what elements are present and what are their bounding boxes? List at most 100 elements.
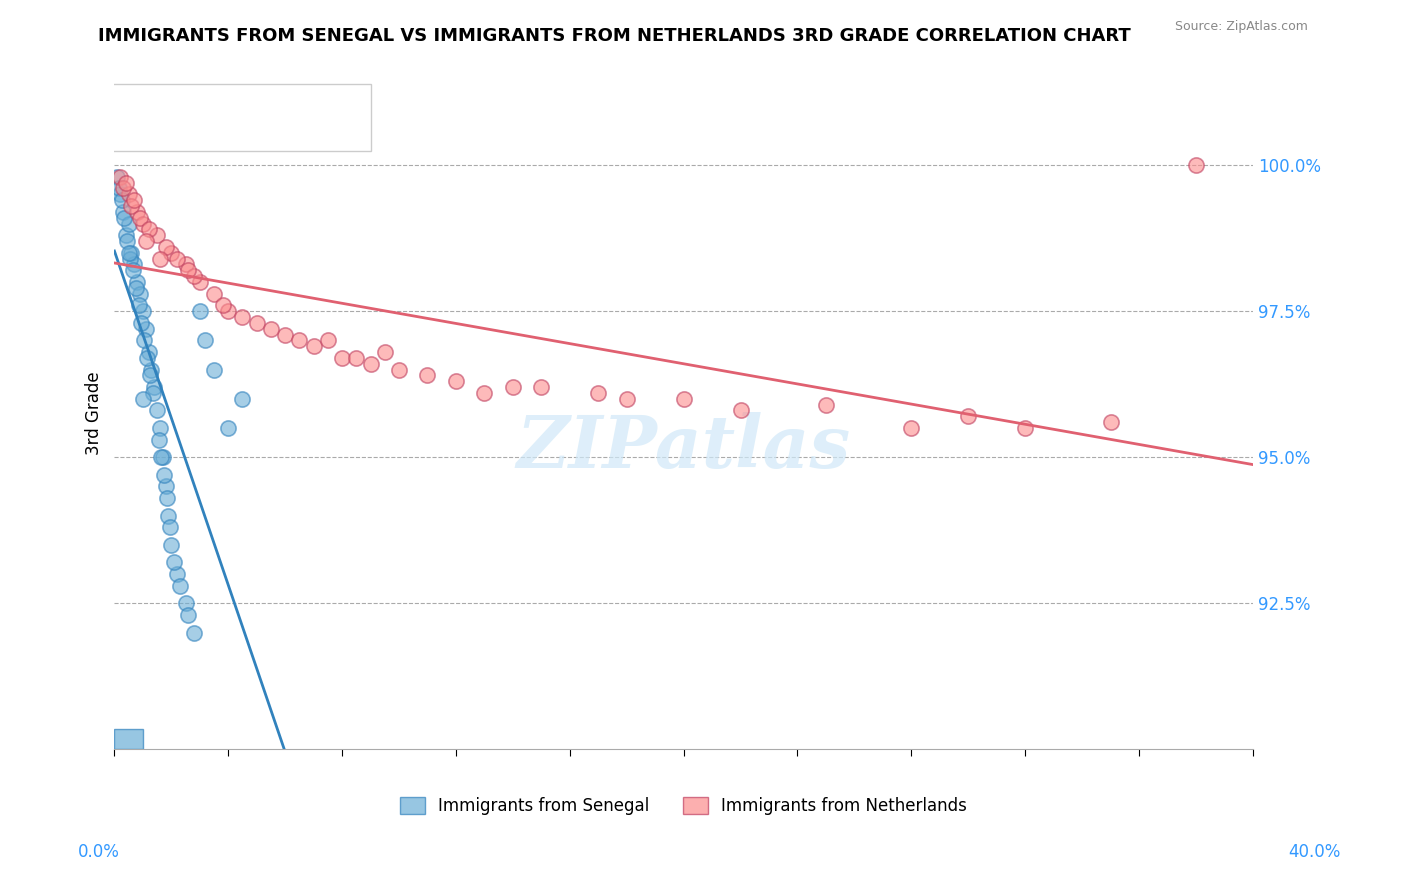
Immigrants from Senegal xyxy=(169,579,191,593)
Immigrants from Senegal xyxy=(188,304,211,318)
Immigrants from Netherlands xyxy=(444,374,467,388)
Immigrants from Netherlands xyxy=(121,199,143,213)
Immigrants from Netherlands xyxy=(586,386,609,401)
Immigrants from Netherlands xyxy=(330,351,353,365)
Immigrants from Netherlands xyxy=(360,357,382,371)
Immigrants from Netherlands xyxy=(1185,158,1208,172)
Immigrants from Senegal xyxy=(177,607,200,622)
Immigrants from Netherlands xyxy=(132,217,155,231)
Immigrants from Senegal xyxy=(131,316,153,330)
Immigrants from Senegal xyxy=(136,351,159,365)
Immigrants from Senegal xyxy=(128,298,150,312)
Text: 0.0%: 0.0% xyxy=(77,843,120,861)
Immigrants from Netherlands xyxy=(135,234,157,248)
Immigrants from Senegal xyxy=(155,479,177,493)
Immigrants from Netherlands xyxy=(108,169,131,184)
Immigrants from Senegal xyxy=(111,204,134,219)
Text: R = 0.377   N = 50: R = 0.377 N = 50 xyxy=(155,117,339,135)
Immigrants from Netherlands xyxy=(124,193,146,207)
Immigrants from Senegal xyxy=(142,386,165,401)
Immigrants from Netherlands xyxy=(246,316,269,330)
Immigrants from Senegal xyxy=(129,286,152,301)
Immigrants from Senegal xyxy=(166,567,188,582)
Immigrants from Netherlands xyxy=(188,275,211,289)
Immigrants from Netherlands xyxy=(274,327,297,342)
Immigrants from Senegal xyxy=(125,281,148,295)
Immigrants from Senegal xyxy=(110,193,132,207)
Immigrants from Senegal xyxy=(143,380,166,394)
Immigrants from Senegal xyxy=(135,321,157,335)
Text: 40.0%: 40.0% xyxy=(1288,843,1341,861)
Immigrants from Netherlands xyxy=(344,351,367,365)
Immigrants from Senegal xyxy=(134,334,156,348)
Immigrants from Senegal xyxy=(114,228,136,243)
Immigrants from Netherlands xyxy=(957,409,980,424)
Immigrants from Netherlands xyxy=(316,334,339,348)
Immigrants from Senegal xyxy=(122,263,145,277)
Immigrants from Senegal xyxy=(194,334,217,348)
Immigrants from Senegal xyxy=(105,169,128,184)
Immigrants from Netherlands xyxy=(146,228,169,243)
Immigrants from Netherlands xyxy=(202,286,225,301)
Immigrants from Senegal xyxy=(231,392,253,406)
Immigrants from Senegal xyxy=(183,625,205,640)
Y-axis label: 3rd Grade: 3rd Grade xyxy=(86,372,103,455)
FancyBboxPatch shape xyxy=(114,730,143,749)
Immigrants from Netherlands xyxy=(111,181,134,195)
Immigrants from Senegal xyxy=(132,304,155,318)
Immigrants from Senegal xyxy=(117,217,139,231)
Immigrants from Netherlands xyxy=(900,421,922,435)
Immigrants from Netherlands xyxy=(127,204,149,219)
Immigrants from Senegal xyxy=(117,245,139,260)
Immigrants from Senegal xyxy=(159,520,181,534)
Immigrants from Senegal xyxy=(152,450,174,465)
Immigrants from Netherlands xyxy=(730,403,752,417)
Text: R = 0.248   N = 51: R = 0.248 N = 51 xyxy=(155,86,339,103)
Text: ZIPatlas: ZIPatlas xyxy=(516,411,851,483)
Immigrants from Netherlands xyxy=(231,310,253,324)
Immigrants from Netherlands xyxy=(814,398,837,412)
Immigrants from Senegal xyxy=(156,491,179,505)
Immigrants from Netherlands xyxy=(374,345,396,359)
Immigrants from Senegal xyxy=(108,187,131,202)
Immigrants from Netherlands xyxy=(416,368,439,383)
Immigrants from Senegal xyxy=(202,362,225,376)
Immigrants from Netherlands xyxy=(474,386,496,401)
Immigrants from Netherlands xyxy=(211,298,233,312)
Immigrants from Netherlands xyxy=(530,380,553,394)
Immigrants from Senegal xyxy=(120,252,142,266)
Immigrants from Senegal xyxy=(149,421,172,435)
Immigrants from Netherlands xyxy=(502,380,524,394)
Immigrants from Senegal xyxy=(157,508,180,523)
Immigrants from Senegal xyxy=(121,245,143,260)
FancyBboxPatch shape xyxy=(114,756,143,776)
Immigrants from Senegal xyxy=(160,538,183,552)
Immigrants from Senegal xyxy=(148,433,170,447)
Immigrants from Senegal xyxy=(217,421,239,435)
Immigrants from Senegal xyxy=(115,234,138,248)
Immigrants from Netherlands xyxy=(288,334,311,348)
Immigrants from Senegal xyxy=(163,556,186,570)
Immigrants from Netherlands xyxy=(302,339,325,353)
Immigrants from Senegal xyxy=(124,257,146,271)
Immigrants from Senegal xyxy=(138,345,160,359)
Legend: Immigrants from Senegal, Immigrants from Netherlands: Immigrants from Senegal, Immigrants from… xyxy=(394,790,974,822)
Immigrants from Netherlands xyxy=(217,304,239,318)
Immigrants from Netherlands xyxy=(138,222,160,236)
Immigrants from Senegal xyxy=(141,362,163,376)
Immigrants from Netherlands xyxy=(114,176,136,190)
Immigrants from Netherlands xyxy=(672,392,695,406)
Immigrants from Senegal xyxy=(132,392,155,406)
Immigrants from Netherlands xyxy=(117,187,139,202)
Immigrants from Netherlands xyxy=(260,321,283,335)
Immigrants from Netherlands xyxy=(160,245,183,260)
Immigrants from Senegal xyxy=(153,467,176,482)
Immigrants from Netherlands xyxy=(155,240,177,254)
Immigrants from Netherlands xyxy=(177,263,200,277)
Immigrants from Senegal xyxy=(127,275,149,289)
Immigrants from Netherlands xyxy=(616,392,638,406)
Text: IMMIGRANTS FROM SENEGAL VS IMMIGRANTS FROM NETHERLANDS 3RD GRADE CORRELATION CHA: IMMIGRANTS FROM SENEGAL VS IMMIGRANTS FR… xyxy=(98,27,1132,45)
Immigrants from Senegal xyxy=(150,450,173,465)
Immigrants from Netherlands xyxy=(388,362,411,376)
Immigrants from Senegal xyxy=(139,368,162,383)
